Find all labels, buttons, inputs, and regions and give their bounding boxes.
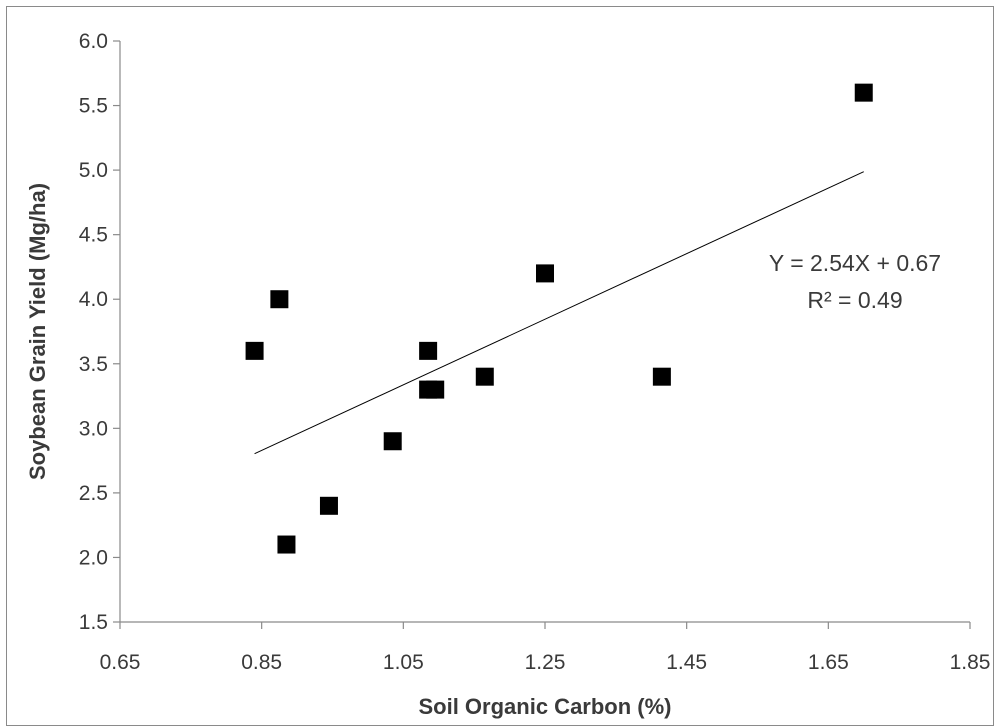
x-tick-label: 0.65 (100, 651, 141, 674)
y-tick-label: 2.0 (79, 546, 108, 569)
y-tick-label: 5.5 (79, 95, 108, 118)
y-tick-label: 5.0 (79, 159, 108, 182)
y-tick-label: 2.5 (79, 482, 108, 505)
data-point (854, 83, 873, 102)
y-tick-label: 3.5 (79, 353, 108, 376)
r-squared-label: R² = 0.49 (807, 287, 902, 313)
data-point (245, 341, 264, 360)
data-points (245, 83, 873, 554)
y-tick-label: 6.0 (79, 30, 108, 53)
trendline-equation: Y = 2.54X + 0.67 (769, 250, 941, 276)
x-tick-label: 0.85 (241, 651, 282, 674)
x-tick-label: 1.45 (666, 651, 707, 674)
data-point (319, 496, 338, 515)
x-tick-label: 1.85 (950, 651, 991, 674)
data-point (426, 380, 445, 399)
y-tick-label: 4.0 (79, 288, 108, 311)
x-axis: 0.65 0.85 1.05 1.25 1.45 1.65 1.85 (100, 621, 991, 674)
x-tick-label: 1.05 (383, 651, 424, 674)
x-tick-label: 1.25 (525, 651, 566, 674)
data-point (383, 432, 402, 451)
chart-frame (6, 6, 994, 726)
trendline-group (254, 171, 864, 455)
data-point (270, 290, 289, 309)
x-axis-title: Soil Organic Carbon (%) (418, 694, 671, 719)
data-point (419, 341, 438, 360)
y-tick-label: 1.5 (79, 611, 108, 634)
y-axis-title: Soybean Grain Yield (Mg/ha) (25, 183, 50, 480)
data-point (277, 535, 296, 554)
data-point (652, 367, 671, 386)
y-axis: 1.5 2.0 2.5 3.0 3.5 4.0 4.5 5.0 5.5 6.0 (79, 30, 121, 634)
data-point (475, 367, 494, 386)
trendline (254, 171, 864, 455)
y-tick-label: 3.0 (79, 417, 108, 440)
x-tick-label: 1.65 (808, 651, 849, 674)
data-point (536, 264, 554, 283)
y-tick-label: 4.5 (79, 224, 108, 247)
